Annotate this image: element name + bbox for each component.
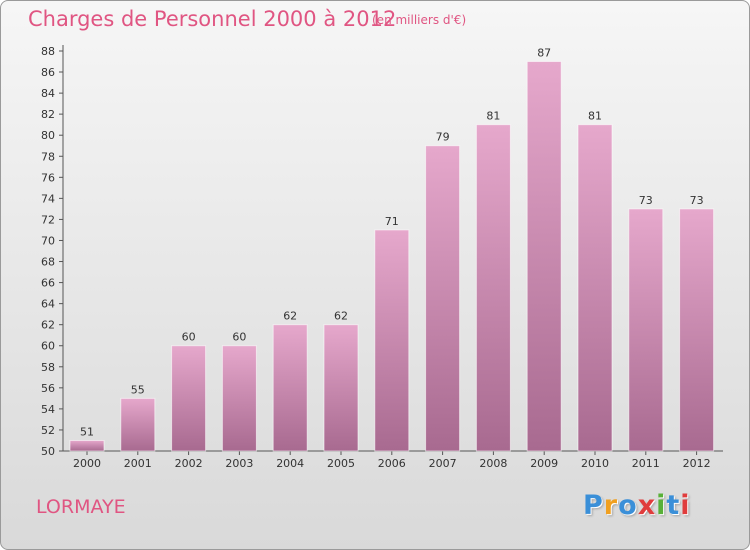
value-label-2001: 55 xyxy=(131,383,145,396)
y-tick-label: 56 xyxy=(41,382,55,395)
value-label-2006: 71 xyxy=(385,215,399,228)
logo-letter: P xyxy=(583,490,604,521)
proxiti-logo[interactable]: Proxiti xyxy=(583,490,691,521)
value-label-2009: 87 xyxy=(537,47,551,60)
x-tick-label: 2004 xyxy=(276,457,304,470)
chart-subtitle: (en milliers d'€) xyxy=(372,13,467,27)
y-tick-label: 66 xyxy=(41,277,55,290)
x-tick-label: 2012 xyxy=(683,457,711,470)
value-label-2008: 81 xyxy=(486,110,500,123)
value-label-2002: 60 xyxy=(182,331,196,344)
y-tick-label: 62 xyxy=(41,319,55,332)
x-tick-label: 2002 xyxy=(175,457,203,470)
y-tick-label: 68 xyxy=(41,256,55,269)
bar-2009 xyxy=(526,61,562,452)
y-tick-label: 76 xyxy=(41,171,55,184)
x-tick-label: 2010 xyxy=(581,457,609,470)
bar-2001 xyxy=(120,397,156,452)
bars xyxy=(69,61,715,452)
value-labels: 51 55 60 60 62 62 71 79 81 87 81 73 73 xyxy=(80,47,704,439)
x-tick-label: 2005 xyxy=(327,457,355,470)
logo-letter: r xyxy=(603,490,619,521)
x-tick-label: 2001 xyxy=(124,457,152,470)
town-name: LORMAYE xyxy=(36,496,126,518)
x-tick-label: 2000 xyxy=(73,457,101,470)
y-tick-label: 80 xyxy=(41,129,55,142)
y-axis: 50 52 54 56 58 60 62 64 66 68 70 72 74 76 78 80 82 84 86 88 xyxy=(41,45,64,458)
y-tick-label: 60 xyxy=(41,340,55,353)
y-tick-label: 74 xyxy=(41,192,55,205)
y-tick-label: 72 xyxy=(41,213,55,226)
bar-2003 xyxy=(221,345,257,452)
value-label-2003: 60 xyxy=(232,331,246,344)
bar-2000 xyxy=(69,439,105,452)
x-tick-label: 2007 xyxy=(429,457,457,470)
bar-2012 xyxy=(679,208,715,452)
logo-letter: i xyxy=(680,490,691,521)
value-label-2010: 81 xyxy=(588,110,602,123)
y-tick-label: 70 xyxy=(41,234,55,247)
x-tick-label: 2011 xyxy=(632,457,660,470)
bar-2007 xyxy=(425,145,461,452)
chart-title: Charges de Personnel 2000 à 2012 xyxy=(28,7,397,31)
logo-letter: o xyxy=(618,490,638,521)
y-tick-label: 64 xyxy=(41,298,55,311)
value-label-2007: 79 xyxy=(436,131,450,144)
y-tick-label: 88 xyxy=(41,45,55,58)
y-tick-label: 78 xyxy=(41,150,55,163)
value-label-2011: 73 xyxy=(639,194,653,207)
value-label-2012: 73 xyxy=(690,194,704,207)
value-label-2005: 62 xyxy=(334,310,348,323)
bar-2004 xyxy=(272,324,308,452)
logo-letter: t xyxy=(666,490,681,521)
bar-2002 xyxy=(171,345,207,452)
value-label-2004: 62 xyxy=(283,310,297,323)
bar-2005 xyxy=(323,324,359,452)
x-axis: 2000 2001 2002 2003 2004 2005 2006 2007 2008 2009… xyxy=(63,450,723,470)
x-tick-label: 2006 xyxy=(378,457,406,470)
bar-2008 xyxy=(475,124,511,452)
y-tick-label: 82 xyxy=(41,108,55,121)
x-tick-label: 2009 xyxy=(530,457,558,470)
y-tick-label: 58 xyxy=(41,361,55,374)
y-tick-label: 86 xyxy=(41,66,55,79)
bar-2006 xyxy=(374,229,410,452)
logo-letter: i xyxy=(656,490,667,521)
y-tick-label: 84 xyxy=(41,87,55,100)
value-label-2000: 51 xyxy=(80,425,94,438)
bar-2011 xyxy=(628,208,664,452)
x-tick-label: 2003 xyxy=(225,457,253,470)
y-tick-label: 50 xyxy=(41,445,55,458)
x-tick-label: 2008 xyxy=(479,457,507,470)
bar-2010 xyxy=(577,124,613,452)
y-tick-label: 54 xyxy=(41,403,55,416)
logo-letter: x xyxy=(637,490,657,521)
y-tick-label: 52 xyxy=(41,424,55,437)
